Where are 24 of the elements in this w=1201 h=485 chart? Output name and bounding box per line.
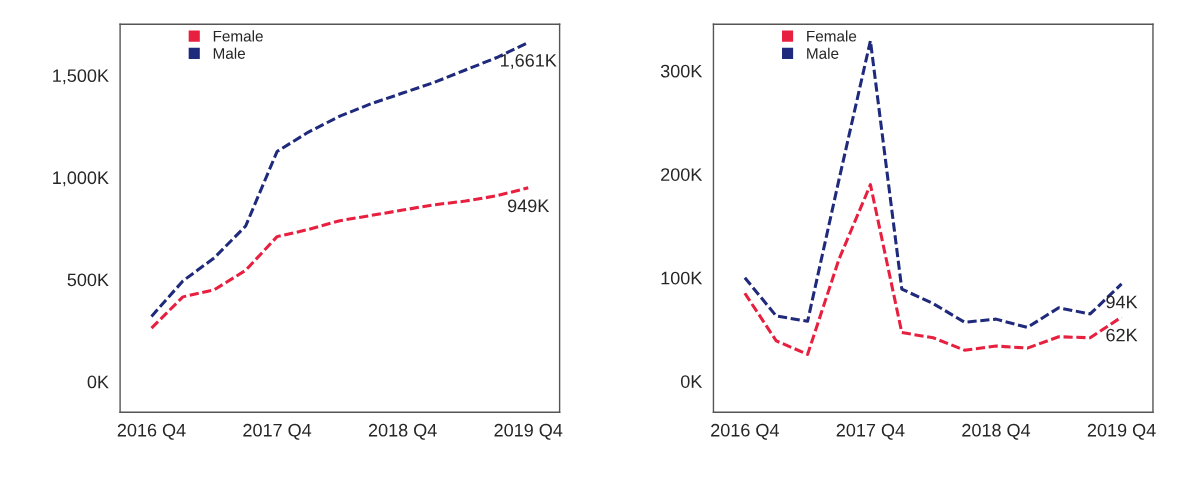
annotation: 1,661K [500, 54, 557, 69]
x-tick-label: 2019 Q4 [494, 423, 563, 440]
legend-label: Female [213, 30, 263, 42]
y-tick-label: 200K [661, 168, 703, 181]
y-tick-label: 0K [680, 375, 703, 388]
legend-label: Male [213, 47, 245, 59]
x-tick-label: 2018 Q4 [962, 423, 1031, 440]
x-tick-label: 2016 Q4 [711, 423, 779, 440]
x-tick-label: 2019 Q4 [1087, 423, 1156, 440]
legend-label: Female [807, 30, 857, 42]
x-tick-label: 2018 Q4 [368, 423, 437, 440]
y-tick-label: 500K [67, 273, 109, 287]
annotation: 62K [1106, 328, 1138, 342]
y-tick-label: 300K [660, 64, 703, 78]
annotation: 949K [507, 199, 550, 213]
x-tick-label: 2016 Q4 [117, 423, 186, 440]
annotation: 94K [1106, 295, 1138, 309]
y-tick-label: 1,000K [53, 171, 109, 187]
y-tick-label: 1,500K [53, 69, 109, 85]
y-tick-label: 0K [87, 375, 109, 389]
x-tick-label: 2017 Q4 [243, 423, 312, 440]
x-tick-label: 2017 Q4 [836, 423, 905, 440]
legend-label: Male [807, 47, 839, 59]
y-tick-label: 100K [661, 271, 703, 285]
